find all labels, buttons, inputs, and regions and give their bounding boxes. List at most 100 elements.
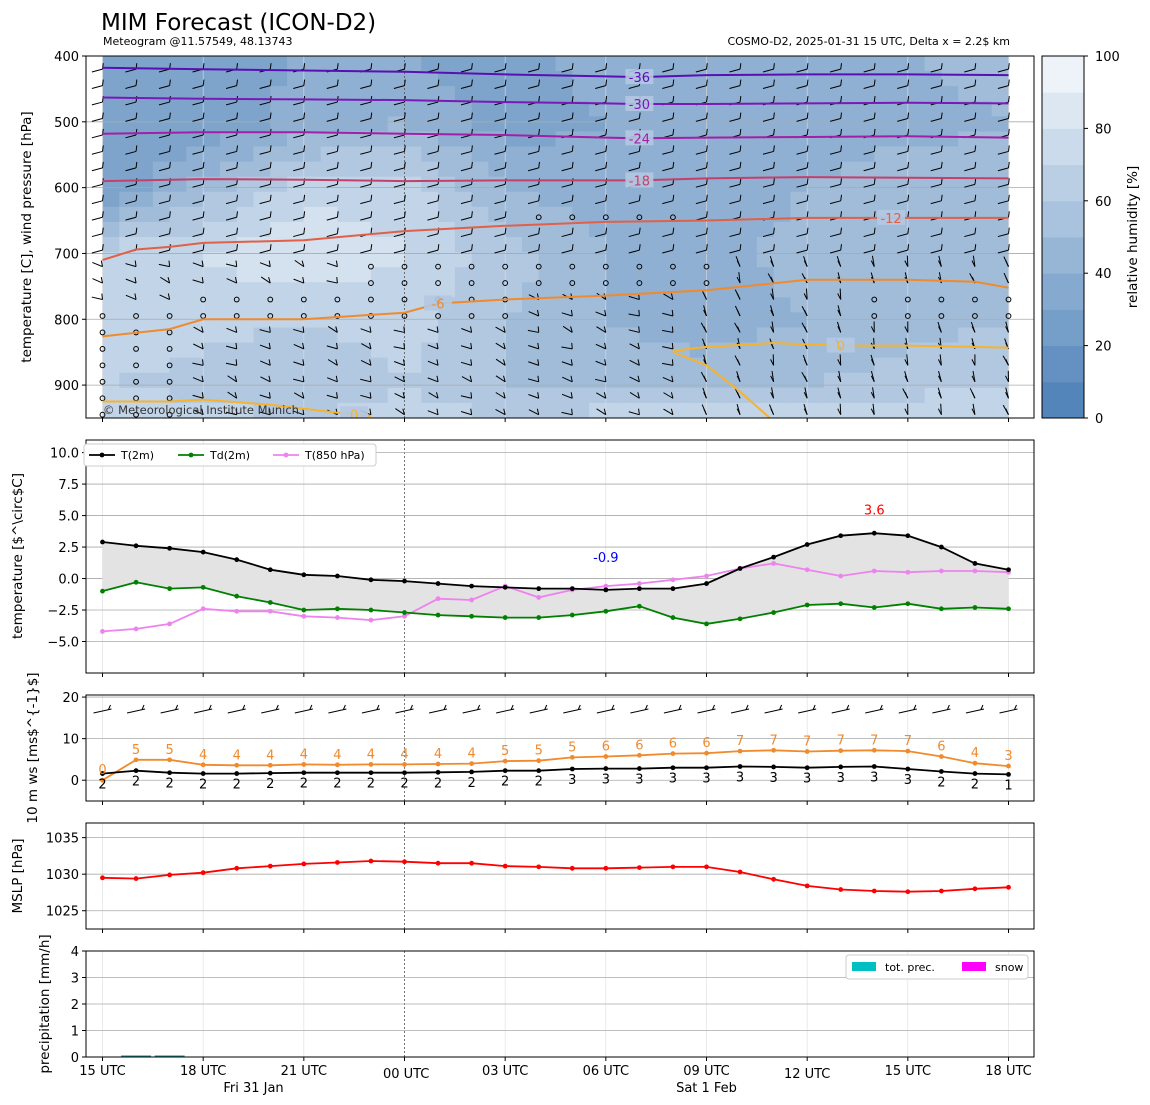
y-tick-label: −5.0: [47, 636, 79, 651]
humidity-cell: [723, 327, 741, 344]
humidity-cell: [991, 131, 1010, 148]
humidity-cell: [605, 206, 624, 223]
wind-barb-flag: [773, 63, 775, 70]
humidity-cell: [454, 342, 473, 359]
humidity-cell: [303, 267, 322, 283]
wind-barb-flag: [269, 227, 272, 234]
surface-wind-barb-flag: [980, 704, 984, 710]
wind-barb-flag: [672, 63, 675, 70]
humidity-cell: [136, 387, 154, 404]
data-point: [871, 568, 877, 574]
humidity-cell: [488, 282, 506, 298]
wind-speed-label: 2: [971, 778, 979, 793]
humidity-cell: [958, 101, 976, 117]
humidity-cell: [320, 101, 338, 117]
humidity-cell: [857, 327, 875, 344]
humidity-cell: [421, 191, 439, 208]
wind-barb-flag: [135, 227, 138, 234]
calm-wind-marker: [300, 296, 307, 303]
humidity-cell: [572, 402, 590, 418]
humidity-cell: [756, 206, 775, 223]
wind-barb: [897, 68, 908, 73]
humidity-cell: [186, 161, 204, 178]
wind-barb: [897, 233, 908, 238]
humidity-cell: [689, 221, 708, 238]
calm-wind-marker: [569, 214, 576, 221]
humidity-cell: [723, 176, 741, 193]
wind-barb-flag: [336, 244, 339, 251]
humidity-cell: [136, 237, 154, 253]
humidity-cell: [236, 402, 255, 418]
wind-barb-flag: [404, 211, 406, 218]
wind-speed-label: 2: [333, 777, 341, 792]
humidity-cell: [807, 131, 825, 148]
humidity-cell: [471, 372, 489, 389]
wind-barb: [360, 101, 372, 106]
wind-barb: [259, 134, 271, 139]
wind-barb-flag: [236, 244, 238, 251]
humidity-cell: [689, 86, 708, 102]
wind-barb-flag: [437, 112, 440, 119]
humidity-cell: [186, 176, 204, 193]
humidity-cell: [404, 86, 422, 102]
wind-barb-flag: [806, 244, 809, 251]
humidity-cell: [370, 71, 389, 87]
humidity-cell: [136, 221, 154, 238]
gust-label: 5: [165, 743, 173, 758]
calm-wind-marker: [401, 263, 408, 270]
humidity-cell: [253, 342, 271, 359]
humidity-cell: [740, 101, 758, 117]
humidity-cell: [924, 161, 942, 178]
wind-barb-flag: [671, 342, 674, 349]
humidity-cell: [471, 101, 489, 117]
data-point: [301, 762, 307, 767]
humidity-cell: [538, 86, 557, 102]
humidity-cell: [236, 71, 255, 87]
wind-barb: [394, 392, 405, 399]
time-axis: 15 UTC 18 UTC 21 UTC 00 UTC 03 UTC 06 UTC 09 U…: [79, 418, 1032, 1096]
humidity-cell: [186, 131, 204, 148]
wind-barb: [125, 263, 137, 268]
humidity-cell: [169, 387, 187, 404]
wind-barb-flag: [437, 161, 440, 168]
humidity-cell: [974, 237, 993, 253]
wind-barb: [192, 200, 204, 205]
wind-barb: [293, 150, 304, 155]
wind-barb-flag: [840, 227, 842, 234]
humidity-cell: [589, 161, 607, 178]
x-tick-label: 18 UTC: [985, 1064, 1031, 1079]
humidity-cell: [370, 372, 389, 389]
humidity-cell: [303, 161, 322, 178]
humidity-cell: [605, 252, 624, 268]
wind-barb-flag: [336, 342, 338, 349]
humidity-cell: [421, 86, 439, 102]
wind-barb: [460, 68, 472, 73]
data-point: [905, 601, 911, 607]
data-point: [905, 748, 911, 754]
humidity-cell: [823, 86, 842, 102]
humidity-cell: [589, 101, 607, 117]
humidity-cell: [136, 131, 154, 148]
humidity-cell: [958, 161, 976, 178]
humidity-cell: [689, 297, 708, 314]
wind-barb: [192, 118, 204, 122]
wind-barb: [460, 233, 472, 238]
humidity-cell: [874, 191, 892, 208]
humidity-cell: [740, 387, 758, 404]
humidity-cell: [421, 342, 439, 359]
wind-barb: [91, 68, 103, 73]
humidity-cell: [102, 131, 120, 148]
humidity-cell: [823, 312, 842, 329]
wind-barb: [829, 85, 841, 89]
humidity-cell: [723, 372, 741, 389]
isotherm-label: -24: [629, 132, 650, 147]
humidity-cell: [438, 56, 456, 72]
humidity-cell: [538, 312, 557, 329]
calm-wind-marker: [703, 263, 710, 270]
wind-barb-flag: [672, 79, 675, 86]
humidity-cell: [538, 342, 557, 359]
humidity-cell: [404, 116, 422, 133]
wind-barb: [91, 150, 103, 155]
wind-barb-flag: [873, 211, 876, 218]
isotherm-line: [102, 216, 1009, 261]
